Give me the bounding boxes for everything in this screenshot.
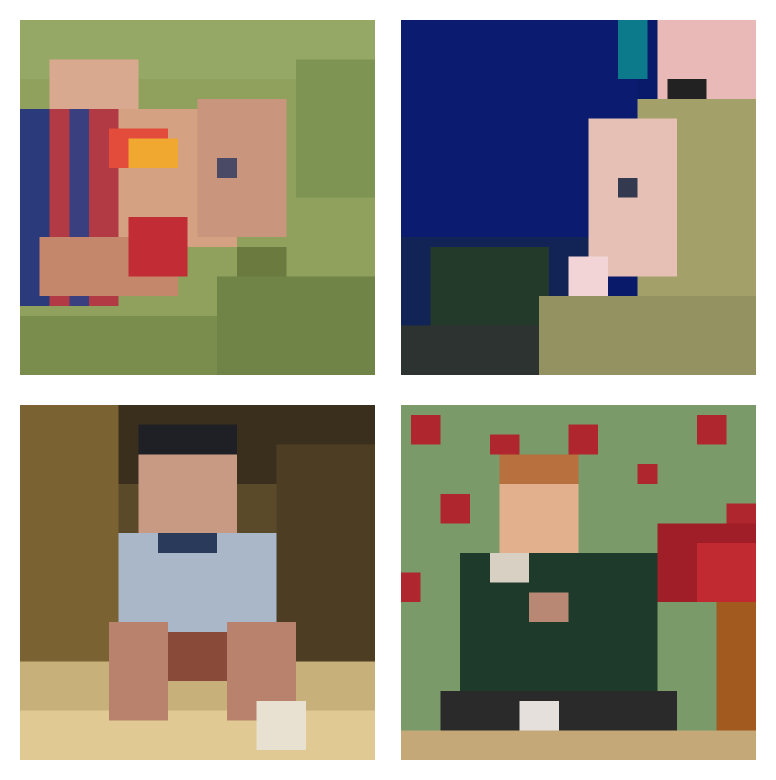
photo-tile-child-with-candle [401, 20, 756, 375]
pixelated-photo [20, 405, 375, 760]
photo-tile-child-green-outfit [401, 405, 756, 760]
photo-tile-child-sitting [20, 405, 375, 760]
photo-tile-child-on-grass [20, 20, 375, 375]
pixelated-photo [20, 20, 375, 375]
pixelated-photo [401, 20, 756, 375]
pixelated-photo [401, 405, 756, 760]
